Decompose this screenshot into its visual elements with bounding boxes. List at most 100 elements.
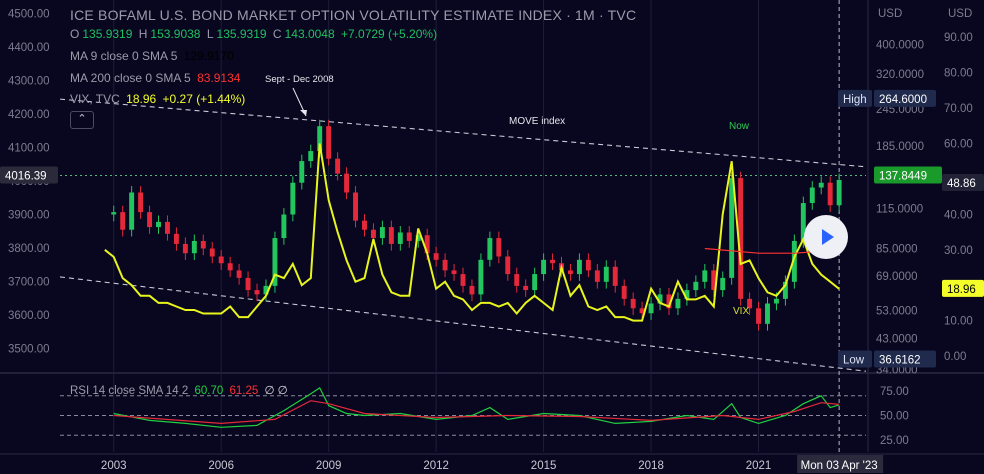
candle-body <box>648 303 654 314</box>
usd-tick-label: 69.0000 <box>876 271 918 283</box>
candle-body <box>290 182 296 215</box>
rsi-tick-label: 75.00 <box>880 386 909 398</box>
candle-body <box>424 235 430 254</box>
low-value: 135.9319 <box>216 27 267 41</box>
axes: 2003 2006 2009 2012 2015 2018 2021 4500.00 4400.… <box>8 8 973 472</box>
candle-body <box>245 277 251 291</box>
vix-last-badge-bg <box>942 279 984 297</box>
candle-body <box>182 243 188 254</box>
candle-body <box>138 192 144 213</box>
high-badge-label: High <box>843 94 867 106</box>
candle-body <box>550 259 556 264</box>
candle-body <box>809 187 815 204</box>
left-tick-label: 4200.00 <box>8 109 50 121</box>
candle-body <box>791 240 797 282</box>
candle-body <box>173 233 179 244</box>
rsi-empty-values: ∅ ∅ <box>264 385 288 397</box>
high-badge-label-bg <box>838 89 872 107</box>
vix-tick-label: 0.00 <box>944 351 966 363</box>
chart-title: ICE BOFAML U.S. BOND MARKET OPTION VOLAT… <box>70 7 637 23</box>
candle-body <box>738 178 744 299</box>
usd-tick-label: 245.0000 <box>876 104 924 116</box>
candle-body <box>478 259 484 295</box>
left-tick-label: 3900.00 <box>8 209 50 221</box>
candle-body <box>505 256 511 275</box>
vix-axis-header: USD <box>948 8 972 20</box>
price-badges: High 264.6000 Low 36.6162 137.8449 4016.39 48.… <box>0 89 984 473</box>
low-badge-label: Low <box>843 354 865 366</box>
crosshair-date: Mon 03 Apr '23 <box>801 460 878 472</box>
arrow-annotation: Sept - Dec 2008 <box>265 74 334 85</box>
candle-body <box>514 274 520 286</box>
annotations: MOVE index Now VIX Sept - Dec 2008 <box>265 74 750 317</box>
candle-body <box>442 259 448 271</box>
rsi-legend[interactable]: RSI 14 close SMA 14 2 60.70 61.25 ∅ ∅ <box>70 383 291 397</box>
ma9-label: MA 9 close 0 SMA 5 <box>70 49 178 63</box>
vix-tick-label: 40.00 <box>944 209 973 221</box>
x-tick-label: 2021 <box>746 460 772 472</box>
chevron-up-icon[interactable]: ⌃ <box>70 111 94 129</box>
ohlc-readout: O 135.9319 H 153.9038 L 135.9319 C 143.0048 … <box>70 27 440 41</box>
candle-body <box>209 248 215 257</box>
candle-body <box>353 192 358 221</box>
candle-body <box>129 192 135 230</box>
candle-body <box>702 270 708 282</box>
left-tick-label: 4300.00 <box>8 75 50 87</box>
candle-body <box>335 158 341 174</box>
candle-body <box>818 182 824 188</box>
left-crosshair-badge: 4016.39 <box>5 170 47 182</box>
channel-line-lower <box>59 276 867 372</box>
candle-body <box>156 221 161 228</box>
candle-body <box>568 270 573 275</box>
candle-body <box>397 232 403 244</box>
candle-body <box>165 221 170 234</box>
play-icon[interactable] <box>804 215 848 259</box>
vix-crosshair-badge: 48.86 <box>947 178 976 190</box>
ma200-legend[interactable]: MA 200 close 0 SMA 5 83.9134 <box>70 71 243 85</box>
vix-tick-label: 30.00 <box>944 245 973 257</box>
candle-body <box>263 285 269 295</box>
open-label: O <box>70 27 80 41</box>
ma9-legend[interactable]: MA 9 close 0 SMA 5 129.9170 <box>70 49 237 63</box>
candle-body <box>756 308 761 324</box>
candle-body <box>720 277 726 291</box>
left-tick-label: 4400.00 <box>8 42 50 54</box>
current-value-badge: 137.8449 <box>879 170 927 182</box>
candle-body <box>657 294 663 304</box>
candle-body <box>747 298 753 309</box>
candle-body <box>254 290 260 295</box>
candle-body <box>684 290 690 299</box>
ma9-value: 129.9170 <box>183 49 234 63</box>
candle-body <box>451 270 457 275</box>
low-badge-value: 36.6162 <box>879 354 921 366</box>
left-tick-label: 4500.00 <box>8 8 50 20</box>
current-value-badge-bg <box>874 166 942 184</box>
x-tick-label: 2018 <box>638 460 664 472</box>
ma200-value: 83.9134 <box>197 71 241 85</box>
usd-tick-label: 53.0000 <box>876 306 918 318</box>
candle-body <box>800 203 806 241</box>
vix-legend[interactable]: VIX, TVC 18.96 +0.27 (+1.44%) <box>70 92 248 106</box>
rsi-ma-line <box>113 400 840 425</box>
x-tick-label: 2003 <box>101 460 127 472</box>
vix-label: VIX, TVC <box>70 92 120 106</box>
candle-body <box>594 270 600 282</box>
left-tick-label: 3800.00 <box>8 243 50 255</box>
channel-line-upper <box>59 98 867 168</box>
close-label: C <box>272 27 282 41</box>
usd-tick-label: 85.0000 <box>876 243 918 255</box>
candle-body <box>496 238 502 257</box>
candle-body <box>370 229 376 239</box>
low-badge-label-bg <box>838 350 872 368</box>
vix-tick-label: 70.00 <box>944 103 973 115</box>
x-tick-label: 2012 <box>423 460 449 472</box>
change-value: +7.0729 (+5.20%) <box>341 27 438 41</box>
x-tick-label: 2009 <box>316 460 342 472</box>
candle-body <box>576 259 582 275</box>
low-label: L <box>206 27 214 41</box>
usd-axis-header: USD <box>878 8 902 20</box>
high-badge-value-bg <box>874 89 936 107</box>
candle-body <box>344 173 350 193</box>
candle-body <box>532 274 538 291</box>
candle-body <box>630 298 636 309</box>
